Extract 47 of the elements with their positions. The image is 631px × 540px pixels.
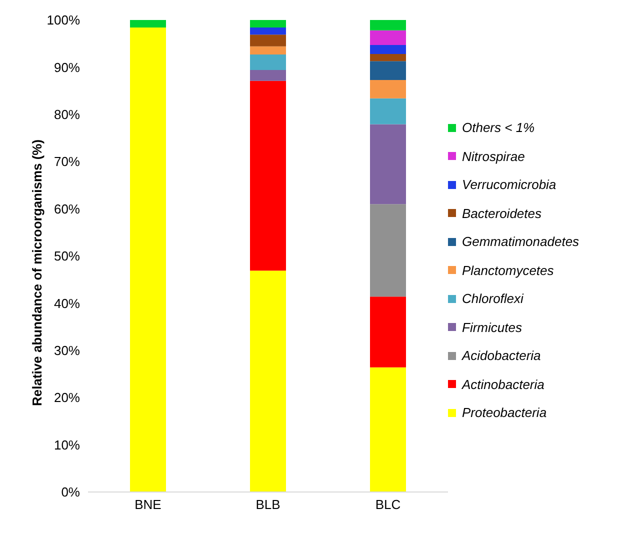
y-tick-label: 80%	[54, 107, 80, 122]
legend-label: Firmicutes	[462, 320, 522, 334]
legend-label: Acidobacteria	[462, 348, 541, 363]
legend-label: Verrucomicrobia	[462, 177, 556, 192]
y-tick-label: 90%	[54, 60, 80, 75]
bar	[370, 80, 406, 98]
bar	[370, 367, 406, 492]
bar	[370, 124, 406, 204]
bar	[250, 28, 286, 35]
legend-label: Gemmatimonadetes	[462, 234, 580, 249]
y-tick-label: 0%	[61, 484, 80, 500]
bar	[370, 61, 406, 80]
bar	[370, 45, 406, 54]
legend-label: Chloroflexi	[462, 291, 524, 306]
bar	[250, 54, 286, 70]
bar	[250, 34, 286, 46]
bar	[370, 98, 406, 124]
x-tick-label: BLB	[256, 497, 280, 512]
x-tick-label: BNE	[134, 497, 162, 512]
legend-label: Nitrospirae	[462, 148, 525, 164]
legend-label: Actinobacteria	[462, 376, 544, 392]
y-tick-label: 50%	[54, 248, 80, 264]
legend-label: Others < 1%	[462, 120, 535, 135]
y-axis-title: Relative abundance of microorganisms (%)	[30, 139, 45, 406]
x-tick-label: BLC	[375, 497, 401, 512]
bar	[250, 80, 286, 271]
bar	[250, 46, 286, 54]
y-tick-label: 30%	[54, 343, 80, 358]
bar	[370, 54, 406, 62]
y-tick-label: 60%	[54, 201, 80, 216]
legend-label: Planctomycetes	[462, 262, 554, 278]
bar	[370, 204, 406, 297]
legend-label: Bacteroidetes	[462, 206, 542, 220]
bar	[130, 28, 166, 492]
y-tick-label: 20%	[54, 390, 80, 406]
y-tick-label: 100%	[46, 12, 80, 28]
bar	[370, 20, 406, 30]
bar	[130, 20, 166, 28]
y-tick-label: 40%	[54, 296, 80, 311]
bar	[250, 70, 286, 81]
bar	[250, 20, 286, 28]
y-tick-label: 70%	[54, 154, 80, 170]
bar	[370, 30, 406, 46]
legend-label: Proteobacteria	[462, 405, 547, 420]
bar	[250, 270, 286, 492]
y-tick-label: 10%	[54, 437, 80, 452]
bar	[370, 296, 406, 368]
